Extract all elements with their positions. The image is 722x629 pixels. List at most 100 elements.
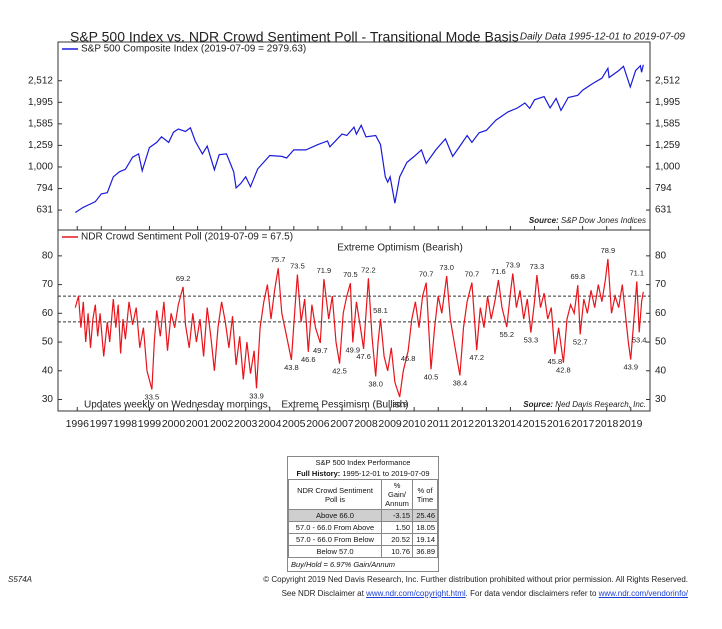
x-tick-label: 2006 [306,418,330,430]
cell: 20.52 [380,533,414,546]
data-label: 73.3 [530,262,545,271]
y-tick-label: 50 [42,337,54,348]
data-label: 69.2 [176,274,191,283]
disclaimer-text: . For data vendor disclaimers refer to [465,589,597,598]
plot-frame [57,41,651,231]
cell: 1.50 [380,521,414,534]
data-label: 42.5 [332,367,347,376]
y-tick-label: 30 [42,394,54,405]
lower-zone-label: Extreme Pessimism (Bullish) [281,400,408,411]
data-label: 70.7 [465,270,480,279]
cell: 19.14 [412,533,438,546]
y-tick-label: 1,585 [28,118,53,129]
data-label: 73.0 [439,263,454,272]
source-label: Source: [529,216,559,225]
x-tick-label: 2010 [402,418,426,430]
x-tick-label: 2017 [571,418,595,430]
table-footer: Buy/Hold = 6.97% Gain/Annum [291,560,396,569]
disclaimer-text: See NDR Disclaimer at [281,589,364,598]
cell: Below 57.0 [288,545,382,558]
y-tick-label: 794 [655,183,672,194]
x-tick-label: 1998 [114,418,138,430]
x-tick-label: 2000 [162,418,186,430]
x-tick-label: 2003 [234,418,258,430]
data-label: 43.8 [284,363,299,372]
chart-title: S&P 500 Index vs. NDR Crowd Sentiment Po… [70,29,519,45]
x-tick-label: 2004 [258,418,282,430]
y-tick-label: 631 [36,205,53,216]
y-tick-label: 1,000 [28,162,53,173]
data-label: 49.7 [313,346,328,355]
cell: 57.0 - 66.0 From Below [288,533,382,546]
data-label: 38.0 [368,380,383,389]
plot-frame [57,229,651,412]
y-tick-label: 50 [655,337,667,348]
table: NDR Crowd Sentiment Poll is% Gain/ Annum… [288,479,438,558]
y-tick-label: 40 [42,365,54,376]
x-tick-label: 2014 [499,418,523,430]
data-label: 72.2 [361,265,376,274]
data-label: 78.9 [601,246,616,255]
data-label: 38.4 [453,378,468,387]
cell: -3.15 [380,509,414,522]
performance-table: S&P 500 Index Performance Full History: … [287,456,439,572]
x-tick-label: 2007 [330,418,354,430]
x-tick-label: 2018 [595,418,619,430]
upper-zone-label: Extreme Optimism (Bearish) [337,243,463,254]
data-label: 42.8 [556,366,571,375]
data-label: 49.9 [345,345,360,354]
y-tick-label: 30 [655,394,667,405]
data-label: 33.9 [249,391,264,400]
source-text: Ned Davis Research, Inc. [555,400,646,409]
y-tick-label: 1,995 [655,97,680,108]
data-label: 70.5 [343,270,358,279]
x-tick-label: 2016 [547,418,571,430]
x-tick-label: 1997 [90,418,114,430]
data-label: 55.2 [500,330,515,339]
header-cell: % of Time [412,479,438,510]
y-tick-label: 631 [655,205,672,216]
data-label: 53.3 [524,336,539,345]
data-label: 45.8 [548,357,563,366]
history-label: Full History: [296,469,341,478]
data-label: 71.9 [317,266,332,275]
data-label: 30.9 [392,400,407,409]
link[interactable]: www.ndr.com/copyright.html [366,589,466,598]
y-tick-label: 2,512 [655,75,680,86]
x-tick-label: 1999 [138,418,162,430]
series-line [74,64,644,214]
cell: 10.76 [380,545,414,558]
x-tick-label: 2015 [523,418,547,430]
cell: 18.05 [412,521,438,534]
legend-label: NDR Crowd Sentiment Poll (2019-07-09 = 6… [81,232,293,243]
note: Updates weekly on Wednesday mornings. [84,400,271,411]
chart: S&P 500 Index vs. NDR Crowd Sentiment Po… [28,29,685,430]
y-tick-label: 70 [655,279,667,290]
table-history: Full History: 1995-12-01 to 2019-07-09 [288,468,438,479]
data-label: 73.9 [506,260,521,269]
x-tick-label: 2011 [427,418,450,430]
data-label: 69.8 [571,272,586,281]
cell: Above 66.0 [288,509,382,522]
y-tick-label: 70 [42,279,54,290]
cell: 57.0 - 66.0 From Above [288,521,382,534]
data-label: 70.7 [419,270,434,279]
data-label: 40.5 [424,372,439,381]
y-tick-label: 60 [42,308,54,319]
chart-code: S574A [8,575,33,584]
source-text: S&P Dow Jones Indices [561,216,646,225]
y-tick-label: 2,512 [28,75,53,86]
data-label: 47.6 [356,352,371,361]
data-label: 46.8 [401,354,416,363]
table-title: S&P 500 Index Performance [315,458,411,467]
x-tick-label: 2013 [475,418,499,430]
cell: 36.89 [412,545,438,558]
source: Source: Ned Davis Research, Inc. [523,400,646,409]
header-cell: NDR Crowd Sentiment Poll is [288,479,382,510]
source-label: Source: [523,400,553,409]
legend-label: S&P 500 Composite Index (2019-07-09 = 29… [81,44,306,55]
data-label: 73.5 [290,262,305,271]
x-tick-label: 1996 [66,418,90,430]
link[interactable]: www.ndr.com/vendorinfo/ [598,589,688,598]
